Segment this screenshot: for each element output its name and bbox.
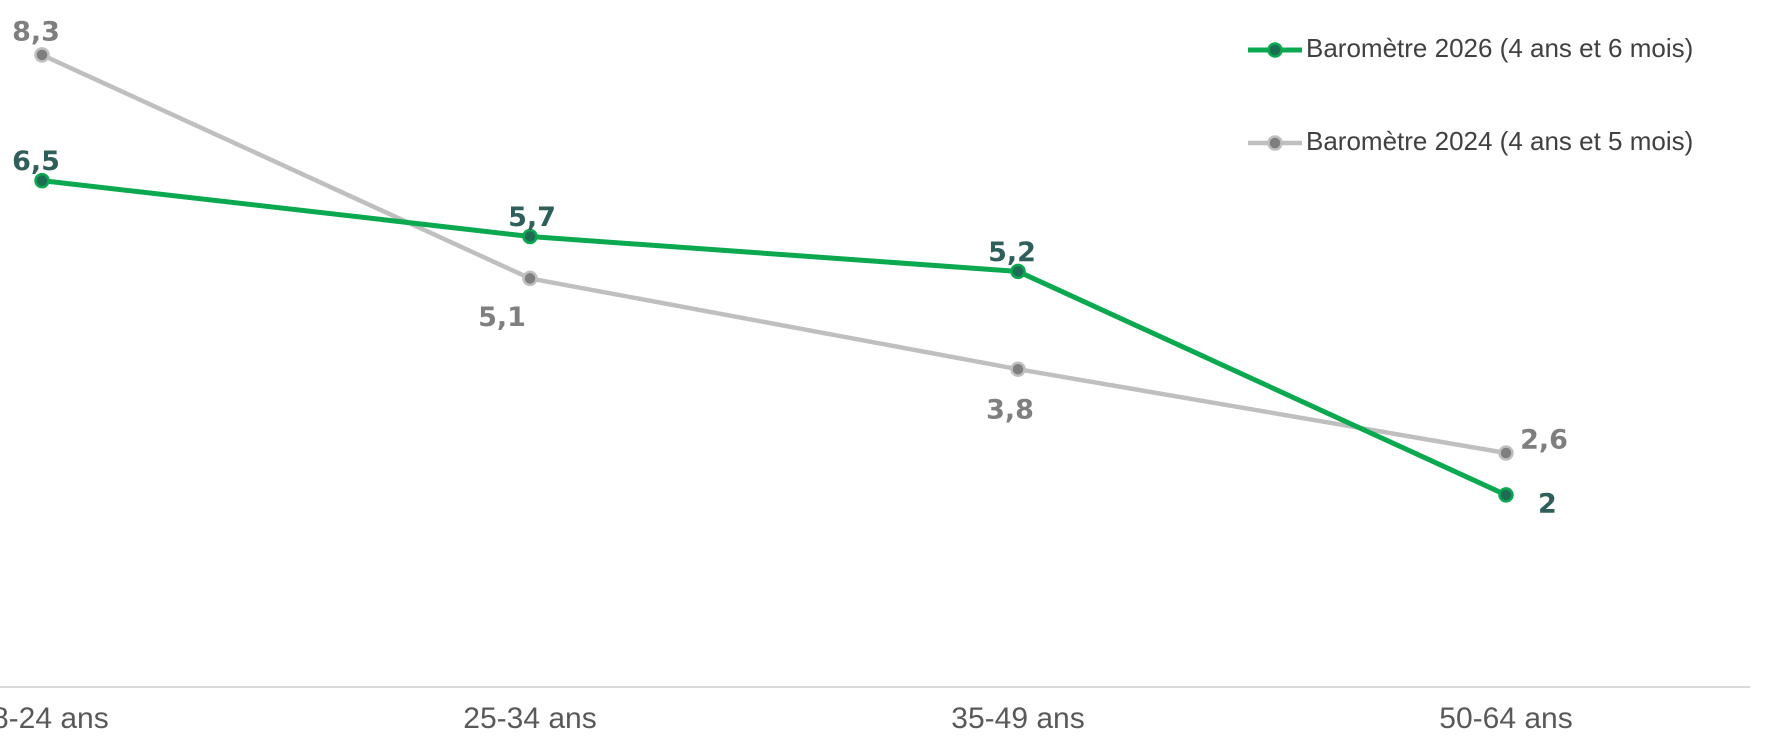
- series-0-point-3: [1498, 487, 1514, 503]
- series-1-point-1: [522, 270, 538, 287]
- series-1-data-label-1: 5,1: [478, 302, 526, 333]
- series-line-1: [41, 52, 1507, 456]
- series-0-point-0: [34, 172, 50, 189]
- series-1-data-label-3: 2,6: [1520, 425, 1568, 456]
- series-1: 8,3 5,1 3,8 2,6: [12, 16, 1568, 461]
- series-0: 6,5 5,7 5,2 2: [12, 146, 1557, 519]
- series-1-point-2: [1010, 361, 1026, 377]
- legend-item-0: Baromètre 2026 (4 ans et 6 mois): [1248, 33, 1693, 63]
- x-tick-label-2: 35-49 ans: [951, 702, 1084, 735]
- legend-item-1: Baromètre 2024 (4 ans et 5 mois): [1248, 126, 1693, 156]
- legend-label-0: Baromètre 2026 (4 ans et 6 mois): [1306, 33, 1693, 63]
- series-layer: 8,3 5,1 3,8 2,6 6,5 5,7 5,2 2: [12, 16, 1568, 519]
- series-0-data-label-3: 2: [1538, 488, 1557, 519]
- legend: Baromètre 2026 (4 ans et 6 mois) Baromètr…: [1248, 33, 1693, 156]
- series-0-point-2: [1010, 263, 1026, 280]
- series-0-data-label-1: 5,7: [508, 202, 556, 233]
- x-tick-label-3: 50-64 ans: [1439, 702, 1572, 735]
- x-tick-labels: 18-24 ans 25-34 ans 35-49 ans 50-64 ans: [0, 702, 1573, 735]
- series-1-data-label-2: 3,8: [986, 395, 1034, 426]
- legend-label-1: Baromètre 2024 (4 ans et 5 mois): [1306, 126, 1693, 156]
- series-0-data-label-2: 5,2: [988, 237, 1036, 268]
- x-tick-label-1: 25-34 ans: [463, 702, 596, 735]
- series-1-point-0: [34, 47, 50, 63]
- x-tick-label-0: 18-24 ans: [0, 702, 109, 735]
- series-1-data-label-0: 8,3: [12, 16, 60, 47]
- series-0-point-1: [522, 228, 538, 245]
- legend-swatch-marker-1: [1267, 135, 1283, 151]
- series-1-point-3: [1498, 445, 1514, 461]
- legend-swatch-marker-0: [1267, 42, 1283, 58]
- series-0-data-label-0: 6,5: [12, 146, 60, 177]
- series-line-0: [41, 178, 1508, 498]
